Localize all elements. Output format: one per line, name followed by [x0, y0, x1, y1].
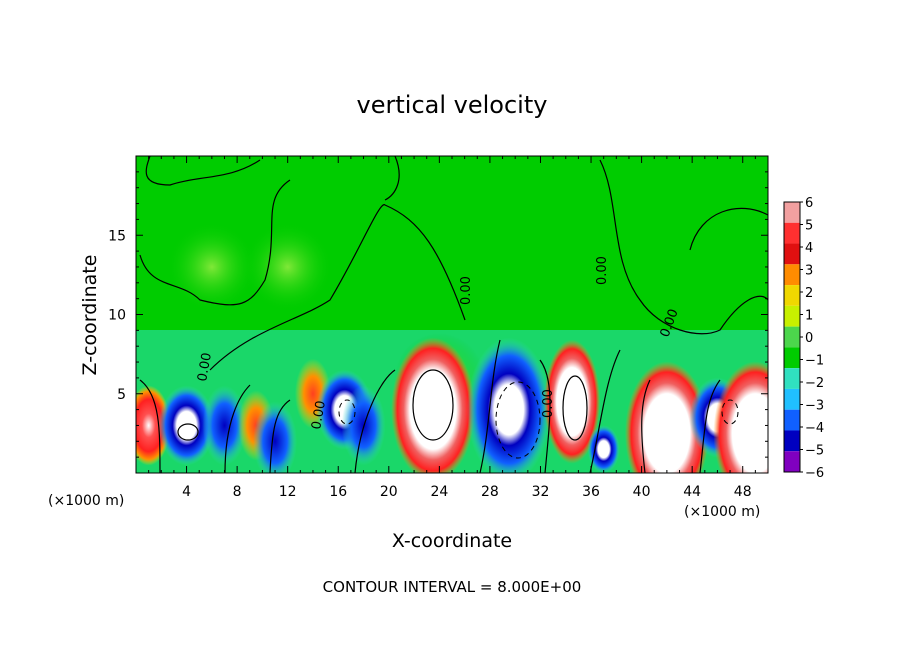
- colorbar-swatch: [784, 202, 800, 223]
- contour-line: [269, 399, 291, 473]
- colorbar-label: −6: [805, 466, 824, 481]
- contour-line: [721, 399, 739, 425]
- x-tick-label: 20: [380, 484, 398, 500]
- contour-line: [539, 359, 551, 473]
- x-tick-label: 48: [734, 484, 752, 500]
- heatmap-cell: [166, 221, 257, 312]
- contour-label: 0.00: [595, 256, 610, 285]
- heatmap-cell: [202, 385, 247, 466]
- heatmap-cell: [544, 339, 601, 464]
- heatmap-cell: [242, 221, 333, 312]
- colorbar-label: 3: [805, 264, 813, 279]
- heatmap-cell: [136, 385, 171, 466]
- contour-line: [495, 381, 541, 459]
- colorbar-label: 0: [805, 331, 813, 346]
- colorbar-label: −1: [805, 354, 824, 369]
- colorbar-label: 1: [805, 309, 813, 324]
- x-tick-label: 4: [182, 484, 191, 500]
- colorbar-swatch: [784, 451, 800, 472]
- colorbar-swatch: [784, 326, 800, 348]
- colorbar: 6 5 4 3 2 1 0 −1 −2 −3 −4 −5 −6: [783, 196, 824, 481]
- contour-line: [479, 339, 501, 473]
- y-tick-label: 5: [117, 387, 126, 403]
- x-tick-label: 36: [582, 484, 600, 500]
- colorbar-label: 6: [805, 196, 813, 211]
- contour-line: [699, 379, 721, 473]
- heatmap-cell: [466, 337, 551, 473]
- x-tick-label: 8: [233, 484, 242, 500]
- contour-line: [224, 384, 251, 473]
- colorbar-swatch: [784, 264, 800, 286]
- contour-line: [139, 179, 291, 306]
- contour-line: [589, 349, 621, 473]
- contour-label: 0.00: [459, 276, 474, 305]
- heatmap-cell: [587, 425, 620, 473]
- contour-line: [412, 369, 454, 441]
- colorbar-swatch: [784, 305, 800, 327]
- contour-line: [641, 379, 651, 473]
- heatmap-cell: [253, 401, 298, 473]
- colorbar-label: 5: [805, 219, 813, 234]
- contour-line: [562, 375, 588, 441]
- contour-interval-note: CONTOUR INTERVAL = 8.000E+00: [323, 578, 582, 596]
- contour-line: [599, 159, 768, 335]
- colorbar-swatch: [784, 243, 800, 265]
- x-unit-left: (×1000 m): [48, 493, 124, 509]
- x-axis: 4 8 12 16 20 24 28 32 36 40 44 48: [148, 156, 756, 500]
- heatmap-cell: [391, 337, 476, 473]
- contour-label: 0.00: [195, 352, 215, 383]
- colorbar-label: −4: [805, 421, 824, 436]
- chart-title: vertical velocity: [357, 91, 548, 119]
- contour-line: [209, 204, 466, 371]
- y-tick-label: 15: [108, 228, 126, 244]
- heatmap-cell: [158, 385, 215, 466]
- colorbar-swatch: [784, 409, 800, 431]
- colorbar-swatch: [784, 222, 800, 244]
- x-tick-label: 44: [683, 484, 701, 500]
- contour-label: 0.00: [541, 389, 556, 418]
- colorbar-label: 4: [805, 241, 813, 256]
- colorbar-swatch: [784, 285, 800, 306]
- colorbar-swatch: [784, 430, 800, 452]
- colorbar-label: −2: [805, 376, 824, 391]
- x-tick-label: 40: [633, 484, 651, 500]
- contour-line: [145, 156, 261, 186]
- contour-lines: [139, 156, 768, 473]
- colorbar-label: −5: [805, 444, 824, 459]
- y-axis-label: Z-coordinate: [79, 255, 101, 376]
- contour-line: [689, 207, 768, 251]
- x-tick-label: 12: [279, 484, 297, 500]
- contour-line: [338, 399, 356, 425]
- x-tick-label: 24: [430, 484, 448, 500]
- heatmap-field: 0.00 0.00 0.00 0.00 0.00 0.00: [136, 156, 768, 473]
- colorbar-label: 2: [805, 286, 813, 301]
- heatmap-cell: [713, 361, 768, 473]
- colorbar-swatch: [784, 347, 800, 369]
- x-tick-label: 28: [481, 484, 499, 500]
- contour-line: [354, 369, 396, 473]
- x-unit-right: (×1000 m): [684, 504, 760, 520]
- x-axis-label: X-coordinate: [392, 530, 512, 552]
- contour-label: 0.00: [309, 400, 329, 431]
- contour-line: [177, 423, 199, 441]
- y-tick-label: 10: [108, 308, 126, 324]
- contour-line: [384, 156, 400, 201]
- colorbar-swatch: [784, 368, 800, 389]
- x-tick-label: 16: [329, 484, 347, 500]
- contour-line: [139, 379, 161, 473]
- colorbar-swatch: [784, 388, 800, 410]
- y-axis: 5 10 15: [108, 171, 768, 458]
- negative-contours: [338, 381, 739, 459]
- colorbar-label: −3: [805, 399, 824, 414]
- x-tick-label: 32: [532, 484, 550, 500]
